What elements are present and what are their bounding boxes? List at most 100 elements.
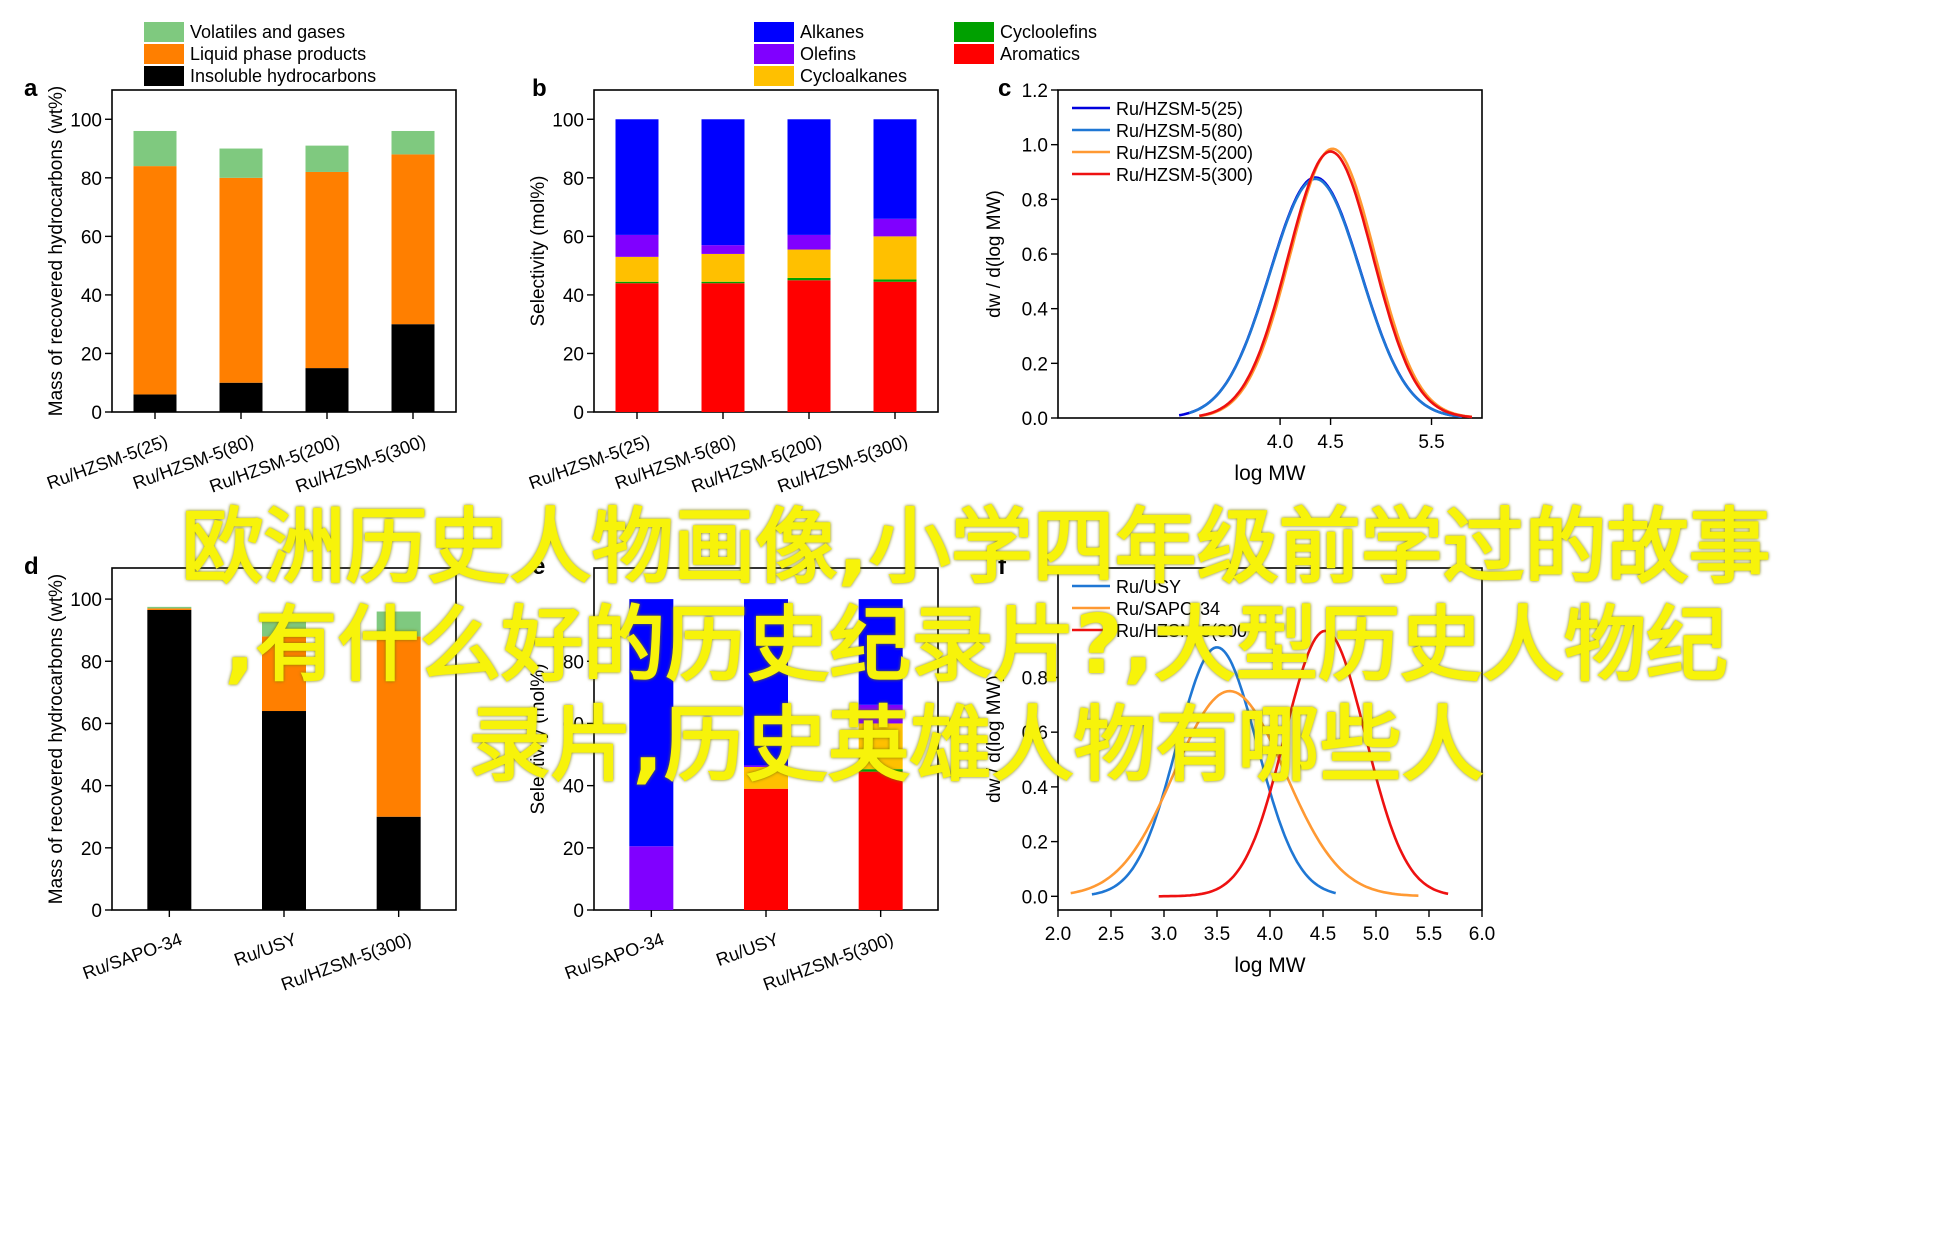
panel-c-ytick-label: 0.0 <box>1022 409 1048 430</box>
panel-c-legend-label: Ru/HZSM-5(200) <box>1116 143 1253 163</box>
panel-a-label: a <box>24 75 38 102</box>
panel-d-ytick-label: 60 <box>81 714 102 735</box>
panel-d-xtick-label: Ru/SAPO-34 <box>80 929 185 983</box>
panel-e-xtick-label: Ru/HZSM-5(300) <box>760 929 896 995</box>
panel-d-ytick-label: 0 <box>91 901 102 922</box>
panel-e-bar-segment <box>858 704 903 724</box>
panel-b-ytick-label: 100 <box>552 110 584 131</box>
panel-b-ytick-label: 0 <box>573 403 584 424</box>
panel-a-legend-label: Liquid phase products <box>190 44 366 64</box>
panel-f-xtick-label: 4.5 <box>1310 924 1336 945</box>
panel-c-label: c <box>998 75 1011 102</box>
panel-b-bar-segment <box>787 249 831 278</box>
panel-b-bar-segment <box>701 281 745 284</box>
panel-e-bar-segment <box>744 765 788 767</box>
panel-d-ytick-label: 80 <box>81 652 102 673</box>
panel-b-legend-label: Alkanes <box>800 22 864 42</box>
panel-f-ylabel: dw / d(log MW) <box>984 675 1005 803</box>
panel-b-ylabel: Selectivity (mol%) <box>528 176 549 327</box>
panel-c-ylabel: dw / d(log MW) <box>984 190 1005 318</box>
panel-b-bar-segment <box>615 119 659 235</box>
panel-f-ytick-label: 0.2 <box>1022 833 1048 854</box>
panel-a-plot-frame <box>111 89 457 413</box>
panel-f-label: f <box>998 553 1007 580</box>
panel-b-bar-segment <box>701 245 745 254</box>
panel-d-ytick-label: 20 <box>81 839 102 860</box>
panel-e-bar-segment <box>858 599 903 705</box>
panel-b-legend-label: Cycloalkanes <box>800 66 907 86</box>
panel-a-bar-segment <box>219 382 263 412</box>
panel-b-bar-segment <box>873 119 917 219</box>
panel-b-bar-segment <box>701 283 745 412</box>
panel-b-legend-label: Aromatics <box>1000 44 1080 64</box>
panel-f-ytick-label: 0.6 <box>1022 723 1048 744</box>
panel-a-bar-segment <box>305 368 349 412</box>
panel-a-bar-segment <box>219 177 263 383</box>
panel-e-ytick-label: 20 <box>563 839 584 860</box>
panel-a-ytick-label: 80 <box>81 169 102 190</box>
panel-d-ylabel: Mass of recovered hydrocarbons (wt%) <box>46 574 67 905</box>
panel-b-bar-segment <box>615 281 659 284</box>
panel-b-bar-segment <box>787 277 831 281</box>
panel-e-label: e <box>532 553 545 580</box>
panel-d-bar-segment <box>147 609 192 910</box>
panel-c-ytick-label: 0.8 <box>1022 190 1048 211</box>
panel-a-ytick-label: 0 <box>91 403 102 424</box>
panel-b-bar-segment <box>787 234 831 250</box>
panel-e-ylabel: Selectivity (mol%) <box>528 664 549 815</box>
panel-b-legend-label: Olefins <box>800 44 856 64</box>
panel-a-ytick-label: 20 <box>81 344 102 365</box>
panel-f: 0.0 0.2 0.4 0.6 0.8 dw / d(log MW) 2.0 2.5 3.0 3.… <box>984 553 1495 977</box>
panel-b-ytick-label: 40 <box>563 286 584 307</box>
panel-a-bar-segment <box>305 171 349 369</box>
panel-d-bar-segment <box>147 606 192 609</box>
panel-e-bar-segment <box>744 599 788 766</box>
panel-c-legend-label: Ru/HZSM-5(80) <box>1116 121 1243 141</box>
panel-e-bar-segment <box>629 599 674 847</box>
panel-b-legend-swatch <box>754 22 794 42</box>
panel-d-ytick-label: 40 <box>81 777 102 798</box>
panel-b-bar-segment <box>873 281 917 412</box>
panel-b-label: b <box>532 75 547 102</box>
panel-e-bar-segment <box>858 771 903 910</box>
panel-b-ytick-label: 80 <box>563 169 584 190</box>
panel-f-xtick-label: 5.0 <box>1363 924 1389 945</box>
panel-b-bar-segment <box>615 256 659 282</box>
panel-d-bar-segment <box>376 816 421 910</box>
panel-a-bar-segment <box>219 148 263 178</box>
panel-e-bar-segment <box>858 723 903 770</box>
panel-f-legend-label: Ru/SAPO-34 <box>1116 599 1220 619</box>
panel-b-legend-swatch <box>954 22 994 42</box>
panel-b-bar-segment <box>701 253 745 282</box>
panel-d-bar-segment <box>262 617 306 637</box>
panel-a-bar-segment <box>391 324 435 412</box>
panel-c-ytick-label: 0.6 <box>1022 245 1048 266</box>
panel-f-ytick-label: 0.0 <box>1022 887 1048 908</box>
panel-e-ytick-label: 40 <box>563 777 584 798</box>
panel-f-xtick-label: 2.0 <box>1045 924 1071 945</box>
panel-b-bar-segment <box>701 119 745 246</box>
panel-e-bar-segment <box>744 766 788 789</box>
panel-f-ytick-label: 0.8 <box>1022 668 1048 689</box>
panel-c: 0.0 0.2 0.4 0.6 0.8 1.0 1.2 dw / d(log MW) 4.0 4.… <box>984 75 1483 485</box>
panel-f-legend-label: Ru/USY <box>1116 577 1181 597</box>
panel-f-series-line <box>1070 689 1419 897</box>
panel-c-xtick-label: 4.5 <box>1317 432 1343 453</box>
panel-a-bar-segment <box>133 130 177 167</box>
panel-a-bar-segment <box>305 145 349 172</box>
panel-e: 0 20 40 60 80 Selectivity (mol%) Ru/SAPO-34 Ru/… <box>528 553 939 995</box>
panel-f-xtick-label: 6.0 <box>1469 924 1495 945</box>
panel-c-ytick-label: 0.2 <box>1022 354 1048 375</box>
panel-c-xlabel: log MW <box>1234 462 1305 485</box>
panel-c-legend-label: Ru/HZSM-5(25) <box>1116 99 1243 119</box>
panel-b-bar-segment <box>787 119 831 235</box>
panel-e-ytick-label: 0 <box>573 901 584 922</box>
panel-c-legend: Ru/HZSM-5(25)Ru/HZSM-5(80)Ru/HZSM-5(200)… <box>1072 99 1253 185</box>
panel-a-bar-segment <box>133 394 177 412</box>
panel-b-plot-frame <box>593 89 939 413</box>
panel-b-bar-segment <box>615 234 659 257</box>
panel-b-bar-segment <box>615 283 659 412</box>
